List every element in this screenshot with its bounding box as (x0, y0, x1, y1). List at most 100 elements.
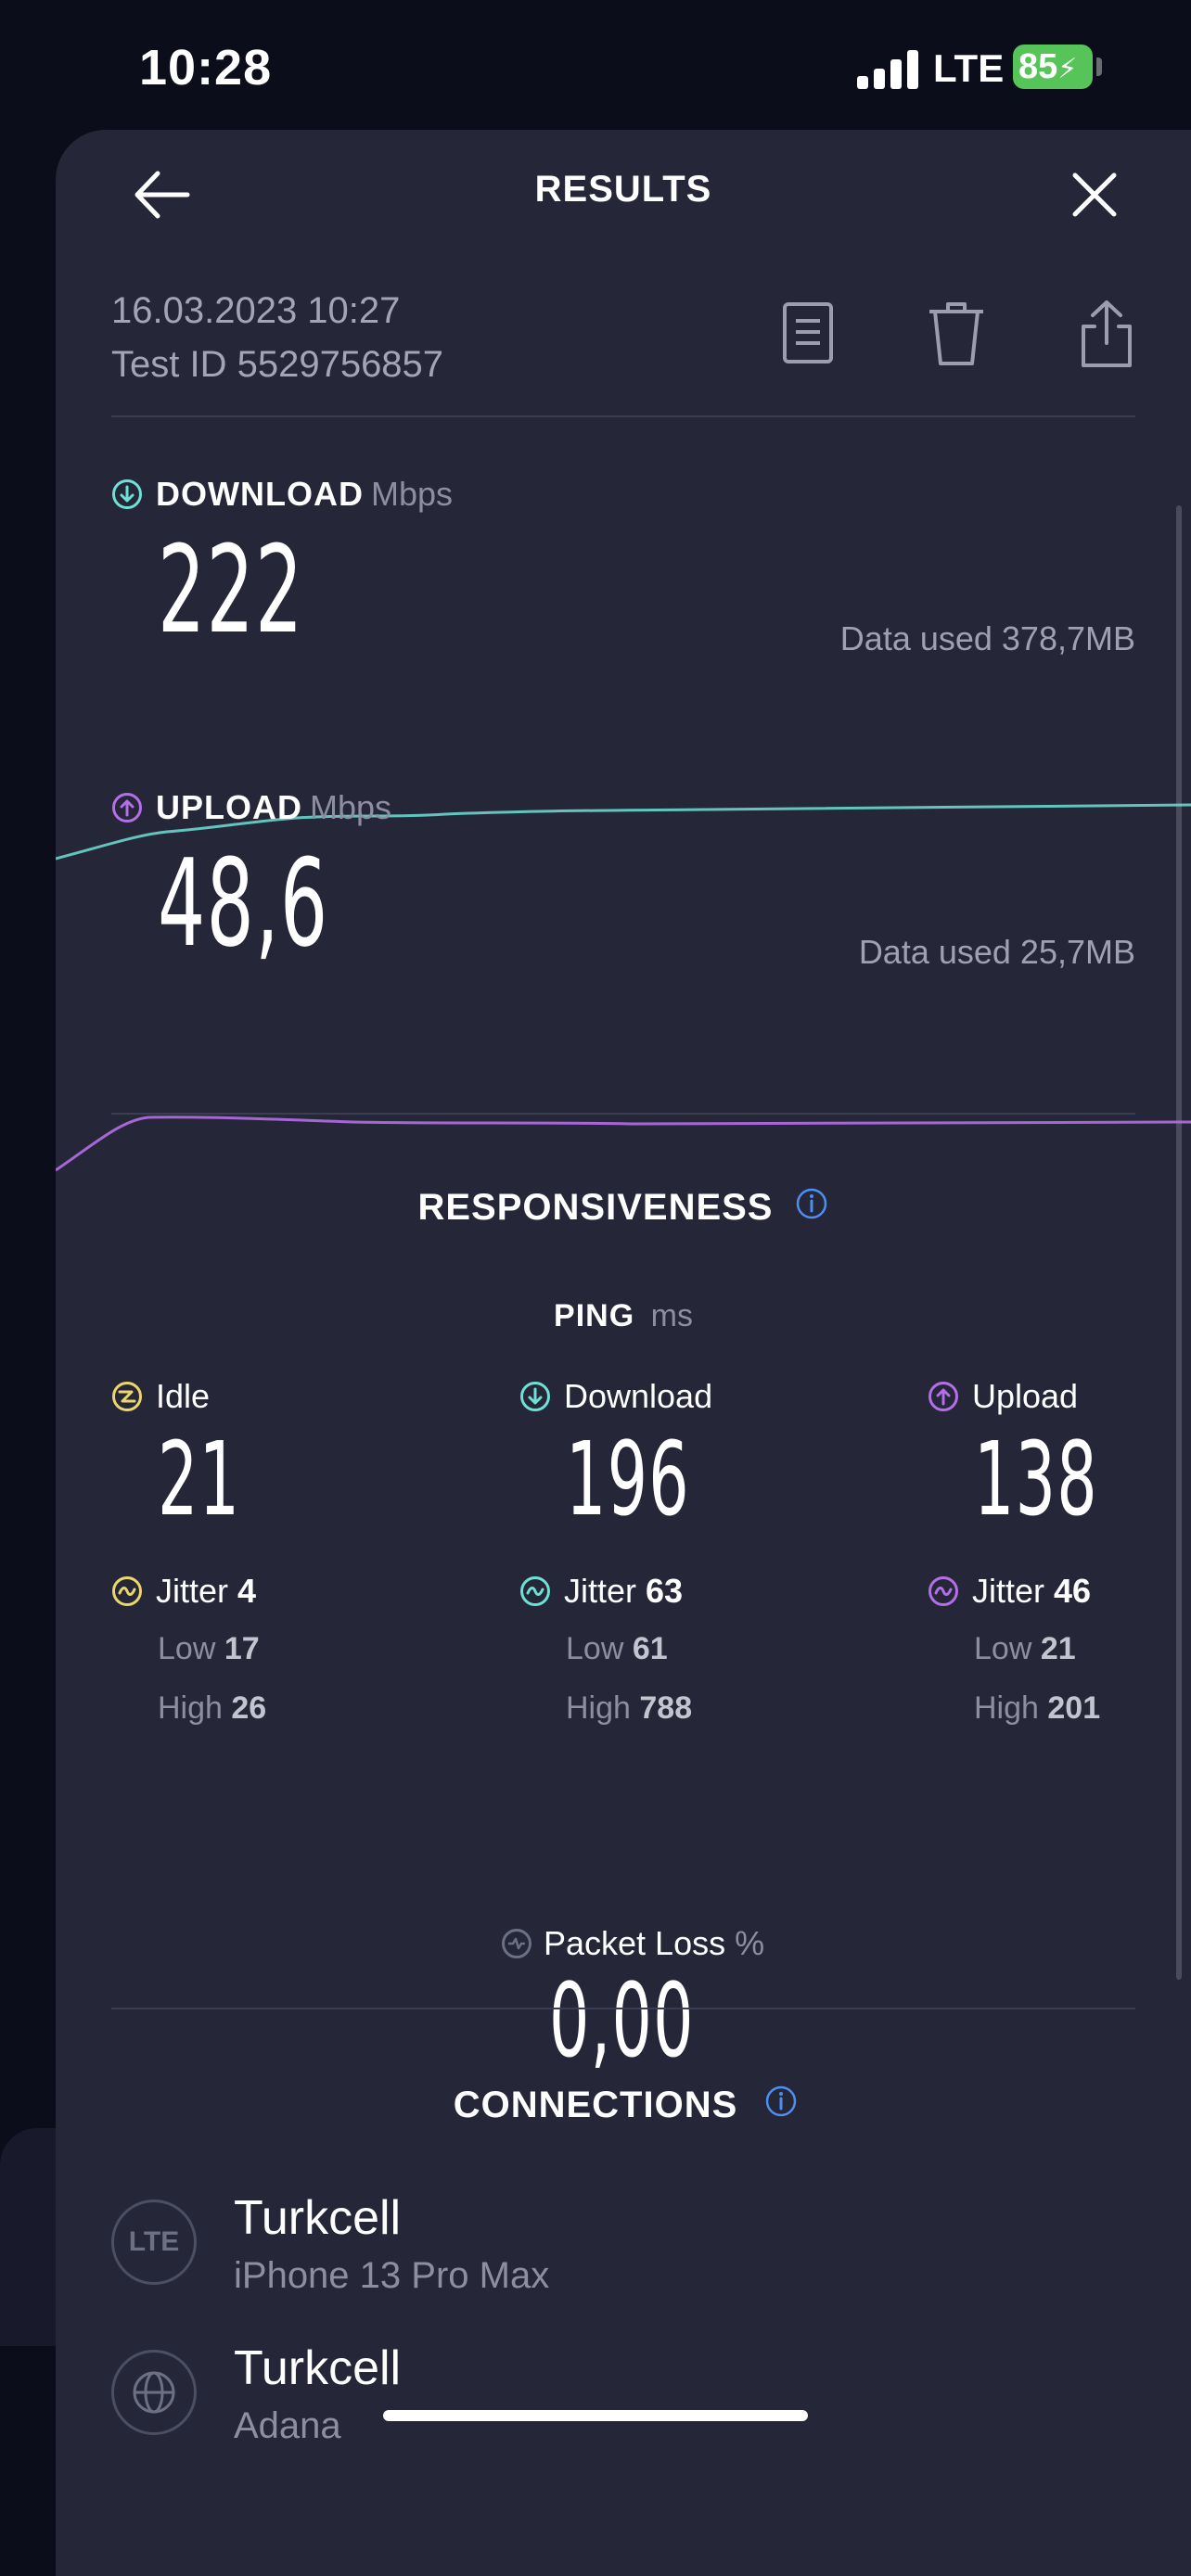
upload-value: 48,6 (158, 833, 329, 974)
battery-level: 85 (1018, 47, 1058, 86)
document-icon (783, 302, 833, 363)
ping-unit: ms (650, 1298, 693, 1333)
connection-provider: Turkcell (234, 2191, 402, 2245)
upload-graph (56, 1116, 1191, 1172)
status-bar: 10:28 LTE 85⚡ (0, 0, 1191, 130)
divider (111, 415, 1135, 417)
packet-loss-icon (502, 1929, 531, 1958)
cellular-signal-icon (857, 48, 920, 89)
upload-high: High 201 (974, 1690, 1100, 1727)
test-id: Test ID 5529756857 (111, 344, 444, 385)
packet-loss-header: Packet Loss % (501, 1924, 764, 1963)
upload-high-value: 201 (1047, 1690, 1101, 1726)
share-button[interactable] (1074, 297, 1139, 371)
upload-low: Low 21 (974, 1631, 1076, 1667)
packet-loss-label: Packet Loss (544, 1924, 726, 1962)
ping-column-upload: Upload 138 Jitter 46 Low 21 High 201 (928, 1377, 1178, 1776)
idle-jitter: Jitter 4 (111, 1572, 256, 1611)
ping-idle-header: Idle (111, 1377, 210, 1416)
download-high-value: 788 (639, 1690, 693, 1726)
connections-title: CONNECTIONS (56, 2085, 1191, 2126)
upload-header: UPLOAD Mbps (111, 788, 391, 827)
idle-low: Low 17 (158, 1631, 260, 1667)
arrow-left-icon (134, 171, 190, 219)
globe-icon (111, 2350, 197, 2435)
download-data-used: Data used 378,7MB (839, 619, 1135, 657)
upload-data-used: Data used 25,7MB (858, 933, 1135, 971)
upload-label: UPLOAD (156, 788, 302, 826)
idle-jitter-value: 4 (237, 1572, 257, 1610)
connections-title-text: CONNECTIONS (453, 2085, 738, 2125)
download-low: Low 61 (566, 1631, 668, 1667)
packet-loss-unit: % (735, 1924, 765, 1962)
battery-icon: 85⚡ (1013, 45, 1093, 89)
ping-download-header: Download (519, 1377, 712, 1416)
background-card-peek (0, 2128, 56, 2346)
download-arrow-icon (112, 479, 142, 509)
ping-upload-label: Upload (972, 1377, 1079, 1415)
download-high-label: High (566, 1690, 631, 1726)
network-type: LTE (933, 46, 1005, 90)
download-header: DOWNLOAD Mbps (111, 475, 453, 514)
download-high: High 788 (566, 1690, 692, 1727)
share-icon (1082, 300, 1132, 367)
jitter-wave-icon (520, 1576, 550, 1606)
upload-jitter-value: 46 (1054, 1572, 1092, 1610)
back-button[interactable] (130, 162, 195, 227)
battery-cap (1096, 57, 1102, 76)
ping-column-idle: Idle 21 Jitter 4 Low 17 High 26 (111, 1377, 417, 1776)
upload-jitter-label: Jitter (972, 1572, 1045, 1610)
download-label: DOWNLOAD (156, 475, 364, 513)
responsiveness-info-icon[interactable] (795, 1187, 828, 1220)
jitter-wave-icon (928, 1576, 958, 1606)
packet-loss-value: 0,00 (549, 1961, 695, 2080)
delete-button[interactable] (924, 297, 989, 371)
details-button[interactable] (775, 297, 840, 371)
ping-label: PING (554, 1298, 635, 1333)
test-meta: 16.03.2023 10:27 Test ID 5529756857 (111, 284, 443, 391)
upload-arrow-icon (928, 1382, 958, 1411)
test-date: 16.03.2023 10:27 (111, 290, 401, 331)
upload-jitter: Jitter 46 (928, 1572, 1091, 1611)
download-unit: Mbps (370, 475, 453, 513)
ping-header: PING ms (56, 1298, 1191, 1334)
status-time: 10:28 (139, 40, 273, 96)
scrollbar[interactable] (1176, 505, 1182, 1980)
close-icon (1072, 172, 1117, 217)
server-provider: Turkcell (234, 2341, 402, 2395)
idle-high-value: 26 (231, 1690, 267, 1726)
ping-download-label: Download (564, 1377, 713, 1415)
ping-idle-value: 21 (158, 1420, 241, 1538)
results-sheet: RESULTS 16.03.2023 10:27 Test ID 5529756… (56, 130, 1191, 2576)
globe-glyph (133, 2371, 175, 2414)
download-value: 222 (158, 519, 304, 660)
responsiveness-title-text: RESPONSIVENESS (417, 1187, 774, 1228)
upload-arrow-icon (112, 793, 142, 823)
ping-download-value: 196 (566, 1420, 690, 1538)
download-graph (56, 803, 1191, 861)
idle-low-label: Low (158, 1631, 216, 1666)
download-jitter-value: 63 (646, 1572, 684, 1610)
connections-info-icon[interactable] (764, 2085, 798, 2118)
ping-column-download: Download 196 Jitter 63 Low 61 High 788 (519, 1377, 826, 1776)
download-low-label: Low (566, 1631, 624, 1666)
divider (111, 2008, 1135, 2009)
server-location: Adana (234, 2405, 341, 2446)
idle-high-label: High (158, 1690, 223, 1726)
idle-jitter-label: Jitter (156, 1572, 229, 1610)
idle-bolt-icon (112, 1382, 142, 1411)
connection-device: iPhone 13 Pro Max (234, 2255, 550, 2296)
download-low-value: 61 (632, 1631, 668, 1666)
jitter-wave-icon (112, 1576, 142, 1606)
close-button[interactable] (1062, 162, 1127, 227)
download-jitter: Jitter 63 (519, 1572, 683, 1611)
ping-upload-value: 138 (974, 1420, 1098, 1538)
ping-upload-header: Upload (928, 1377, 1078, 1416)
idle-high: High 26 (158, 1690, 266, 1727)
idle-low-value: 17 (224, 1631, 260, 1666)
upload-high-label: High (974, 1690, 1039, 1726)
upload-low-label: Low (974, 1631, 1032, 1666)
responsiveness-title: RESPONSIVENESS (56, 1187, 1191, 1229)
lte-icon: LTE (111, 2200, 197, 2285)
home-indicator[interactable] (383, 2410, 808, 2421)
